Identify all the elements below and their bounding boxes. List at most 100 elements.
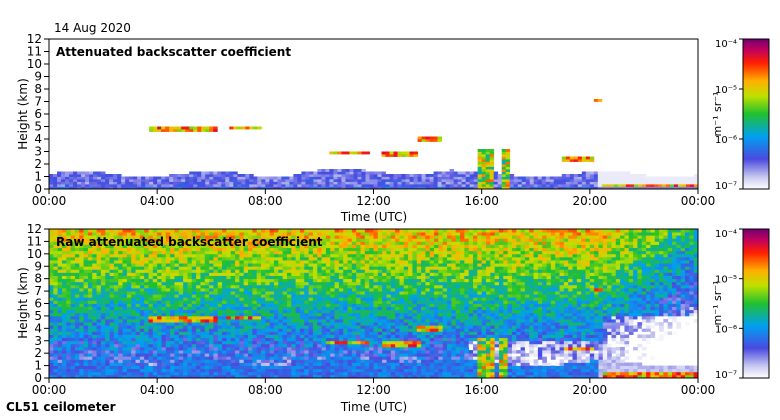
heatmap-cell bbox=[83, 287, 89, 292]
heatmap-cell bbox=[364, 312, 370, 317]
heatmap-cell bbox=[329, 179, 334, 182]
heatmap-cell bbox=[321, 269, 327, 273]
heatmap-cell bbox=[230, 272, 236, 276]
heatmap-cell bbox=[217, 229, 223, 233]
heatmap-cell bbox=[185, 184, 190, 187]
heatmap-cell bbox=[261, 250, 266, 255]
heatmap-cell bbox=[101, 171, 106, 175]
heatmap-cell bbox=[386, 322, 392, 326]
heatmap-cell bbox=[222, 247, 227, 252]
heatmap-cell bbox=[373, 186, 378, 189]
heatmap-cell bbox=[286, 331, 292, 335]
heatmap-cell bbox=[609, 179, 615, 182]
heatmap-cell bbox=[373, 356, 379, 360]
heatmap-cell bbox=[74, 337, 80, 342]
heatmap-cell bbox=[421, 139, 426, 142]
heatmap-cell bbox=[200, 287, 206, 292]
heatmap-cell bbox=[334, 278, 340, 283]
heatmap-cell bbox=[325, 169, 330, 172]
heatmap-cell bbox=[169, 129, 174, 132]
heatmap-cell bbox=[109, 374, 115, 378]
heatmap-cell bbox=[343, 365, 348, 370]
heatmap-cell bbox=[122, 291, 128, 295]
heatmap-cell bbox=[174, 256, 180, 261]
heatmap-cell bbox=[334, 322, 340, 326]
heatmap-cell bbox=[505, 151, 511, 155]
heatmap-cell bbox=[645, 176, 651, 180]
heatmap-cell bbox=[178, 350, 184, 354]
heatmap-cell bbox=[317, 319, 322, 323]
heatmap-cell bbox=[135, 374, 141, 378]
heatmap-cell bbox=[226, 322, 232, 326]
heatmap-cell bbox=[304, 247, 309, 252]
heatmap-cell bbox=[152, 350, 158, 354]
heatmap-cell bbox=[185, 176, 190, 180]
heatmap-cell bbox=[625, 186, 631, 189]
heatmap-cell bbox=[70, 337, 76, 342]
heatmap-cell bbox=[226, 266, 232, 270]
heatmap-cell bbox=[135, 281, 141, 286]
heatmap-cell bbox=[79, 331, 85, 335]
heatmap-cell bbox=[174, 334, 180, 339]
heatmap-cell bbox=[321, 353, 327, 357]
heatmap-cell bbox=[191, 374, 197, 378]
heatmap-cell bbox=[131, 350, 136, 354]
heatmap-cell bbox=[131, 229, 136, 233]
heatmap-cell bbox=[308, 325, 314, 329]
heatmap-cell bbox=[364, 266, 370, 270]
heatmap-cell bbox=[261, 291, 266, 295]
heatmap-cell bbox=[200, 356, 206, 360]
heatmap-cell bbox=[230, 346, 236, 351]
heatmap-cell bbox=[135, 269, 141, 273]
heatmap-cell bbox=[689, 176, 695, 180]
heatmap-cell bbox=[291, 303, 297, 307]
heatmap-cell bbox=[349, 184, 354, 187]
heatmap-cell bbox=[301, 174, 306, 177]
heatmap-cell bbox=[135, 337, 141, 342]
heatmap-cell bbox=[196, 253, 201, 258]
heatmap-cell bbox=[321, 169, 326, 172]
heatmap-cell bbox=[356, 303, 361, 307]
heatmap-cell bbox=[369, 174, 374, 177]
heatmap-cell bbox=[493, 171, 499, 175]
heatmap-cell bbox=[364, 256, 370, 261]
heatmap-cell bbox=[317, 356, 322, 360]
heatmap-cell bbox=[92, 300, 97, 304]
heatmap-cell bbox=[256, 374, 262, 378]
heatmap-cell bbox=[286, 312, 292, 317]
heatmap-cell bbox=[265, 371, 271, 376]
heatmap-cell bbox=[321, 343, 327, 348]
heatmap-cell bbox=[609, 181, 615, 185]
heatmap-cell bbox=[135, 315, 141, 320]
heatmap-cell bbox=[100, 229, 106, 233]
heatmap-cell bbox=[74, 250, 80, 255]
heatmap-cell bbox=[381, 174, 386, 177]
heatmap-cell bbox=[131, 359, 136, 363]
heatmap-cell bbox=[53, 184, 58, 187]
heatmap-cell bbox=[217, 247, 223, 252]
heatmap-cell bbox=[369, 181, 374, 185]
heatmap-cell bbox=[382, 235, 387, 239]
heatmap-cell bbox=[549, 176, 555, 180]
heatmap-cell bbox=[338, 325, 344, 329]
heatmap-cell bbox=[213, 303, 219, 307]
heatmap-cell bbox=[369, 176, 374, 180]
heatmap-cell bbox=[61, 368, 67, 373]
heatmap-cell bbox=[118, 365, 123, 370]
heatmap-cell bbox=[178, 275, 184, 280]
heatmap-cell bbox=[573, 184, 579, 187]
heatmap-cell bbox=[139, 238, 145, 242]
heatmap-cell bbox=[286, 346, 292, 351]
heatmap-cell bbox=[152, 331, 158, 335]
heatmap-cell bbox=[157, 337, 162, 342]
heatmap-cell bbox=[356, 353, 361, 357]
heatmap-cell bbox=[269, 340, 275, 345]
heatmap-cell bbox=[109, 179, 114, 182]
heatmap-cell bbox=[204, 343, 210, 348]
heatmap-cell bbox=[213, 241, 219, 245]
heatmap-cell bbox=[613, 179, 619, 182]
heatmap-cell bbox=[291, 272, 297, 276]
heatmap-cell bbox=[493, 184, 499, 187]
heatmap-cell bbox=[286, 229, 292, 233]
heatmap-cell bbox=[329, 186, 334, 189]
